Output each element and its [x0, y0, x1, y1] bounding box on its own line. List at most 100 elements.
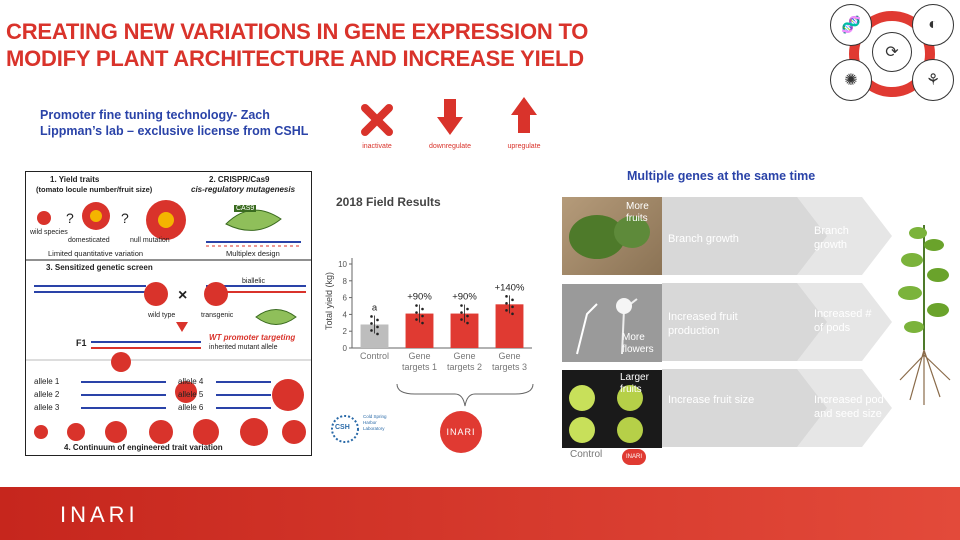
field-results-chart: 2018 Field Results Total yield (kg) 0 2 4 6… [324, 195, 532, 372]
chart-data-point [370, 329, 373, 332]
multiplex-design-label: Multiplex design [226, 249, 280, 258]
sensitized-screen-heading: 3. Sensitized genetic screen [46, 263, 153, 272]
chart-data-point [421, 321, 424, 325]
chart-data-point [376, 332, 379, 336]
chart-data-point [505, 295, 508, 298]
inactivate-x-icon [361, 104, 393, 136]
chart-y-tick-label: 6 [343, 294, 348, 303]
title-line-1: CREATING NEW VARIATIONS IN GENE EXPRESSI… [6, 19, 589, 44]
csh-logo-text: Cold Spring Harbor Laboratory [363, 414, 387, 431]
chart-data-label: +90% [452, 292, 477, 303]
chart-bar [360, 324, 389, 348]
soybean-plant-image [898, 225, 951, 405]
chart-data-point [505, 302, 508, 305]
crispr-sub: cis-regulatory mutagenesis [191, 185, 296, 194]
yield-traits-diagram [26, 200, 311, 261]
chart-y-tick-label: 4 [343, 310, 348, 319]
chart-title: 2018 Field Results [336, 195, 441, 209]
allele-2: allele 2 [34, 390, 60, 399]
multiple-genes-label: Multiple genes at the same time [627, 169, 816, 183]
allele-4: allele 4 [178, 377, 204, 386]
effect-pod-seed-size: Increased pod and seed size [814, 394, 884, 420]
bracket-connector [396, 383, 534, 407]
chart-data-point [376, 318, 379, 322]
dna-icon: 🧬 [830, 4, 872, 46]
chart-x-tick-label: Gene [408, 351, 430, 361]
promoter-screen-figure: 1. Yield traits (tomato locule number/fr… [25, 171, 312, 456]
effect-pods: Increased # of pods [814, 308, 872, 334]
csh-logo: CSH Cold Spring Harbor Laboratory [330, 412, 390, 446]
chart-x-tick-label: targets 2 [447, 362, 482, 372]
chart-data-point [460, 304, 463, 307]
chart-data-point [466, 314, 469, 318]
chart-y-tick-label: 2 [343, 327, 348, 336]
chart-data-point [415, 304, 418, 307]
chart-data-label: +90% [407, 292, 432, 303]
chart-data-point [370, 315, 373, 318]
allele-1: allele 1 [34, 377, 60, 386]
cas9-label: CAS9 [234, 205, 257, 212]
yield-traits-heading: 1. Yield traits [50, 175, 100, 184]
chart-data-point [511, 298, 514, 302]
limited-variation-label: Limited quantitative variation [48, 249, 144, 258]
chart-data-point [466, 307, 469, 311]
inactivate-label: inactivate [362, 143, 392, 150]
inari-small-logo: INARI [622, 449, 646, 465]
flower-branches-image [576, 298, 638, 355]
domesticated-label: domesticated [68, 237, 110, 244]
footer-band [0, 487, 960, 540]
control-caption: Control [570, 449, 603, 460]
question-mark-1: ? [66, 210, 74, 226]
allele-3: allele 3 [34, 403, 60, 412]
chart-data-point [415, 318, 418, 321]
chart-y-axis-label: Total yield (kg) [324, 272, 334, 330]
seed-icon: ◐ [912, 4, 954, 46]
upregulate-label: upregulate [507, 143, 541, 150]
downregulate-label: downregulate [428, 143, 472, 150]
corner-icon-cluster: 🧬 ◐ ⟳ ✺ ⚘ [830, 4, 955, 101]
allele-5: allele 5 [178, 390, 204, 399]
csh-logo-mark-icon [331, 415, 359, 443]
photo-label-more-fruits: More fruits [626, 201, 649, 224]
chart-x-tick-label: Gene [498, 351, 520, 361]
fruit-slices-image [569, 385, 643, 443]
outcome-fruit-size: Increase fruit size [668, 394, 755, 406]
photo-label-more-flowers: More flowers [622, 332, 654, 355]
chart-data-point [466, 321, 469, 325]
gene-edit-icon: ⟳ [872, 32, 912, 72]
wild-species-label: wild species [30, 229, 68, 236]
effect-branch-growth: Branch growth [814, 225, 849, 251]
chart-data-point [421, 307, 424, 311]
allele-6: allele 6 [178, 403, 204, 412]
footer-inari-logo: INARI [60, 502, 139, 527]
outcome-branch-growth: Branch growth [668, 233, 739, 245]
photo-label-larger-fruits: Larger fruits [620, 372, 649, 395]
chart-bars: a +90% +90% +140% [360, 282, 525, 348]
allele-diagram [34, 341, 306, 446]
wild-type-label: wild type [148, 312, 176, 319]
chart-data-point [421, 314, 424, 318]
chart-y-tick-label: 0 [343, 344, 348, 353]
chart-data-point [376, 325, 379, 329]
null-mutation-label: null mutation [130, 237, 170, 244]
chart-data-label: +140% [495, 282, 525, 293]
chart-data-point [460, 318, 463, 321]
chart-y-tick-label: 8 [343, 277, 348, 286]
crispr-heading: 2. CRISPR/Cas9 [209, 175, 270, 184]
outcome-fruit-production: Increased fruit production [668, 311, 738, 337]
chart-data-point [511, 312, 514, 316]
photo-flowers: More flowers [562, 284, 662, 362]
question-mark-2: ? [121, 210, 129, 226]
chart-data-point [415, 311, 418, 314]
down-arrow-icon [437, 99, 463, 135]
transgenic-label: transgenic [201, 312, 234, 319]
csh-mark: CSH [335, 424, 350, 431]
inari-small-logo-text: INARI [625, 454, 642, 460]
regulation-icons: inactivate downregulate upregulate [345, 95, 555, 155]
subtitle: Promoter fine tuning technology- Zach Li… [40, 108, 309, 138]
biallelic-label: biallelic [242, 278, 265, 285]
chart-data-point [370, 322, 373, 325]
photo-branch-growth: More fruits [562, 197, 662, 275]
wt-promoter-label: WT promoter targeting [209, 333, 296, 342]
chart-data-label: a [372, 302, 378, 313]
